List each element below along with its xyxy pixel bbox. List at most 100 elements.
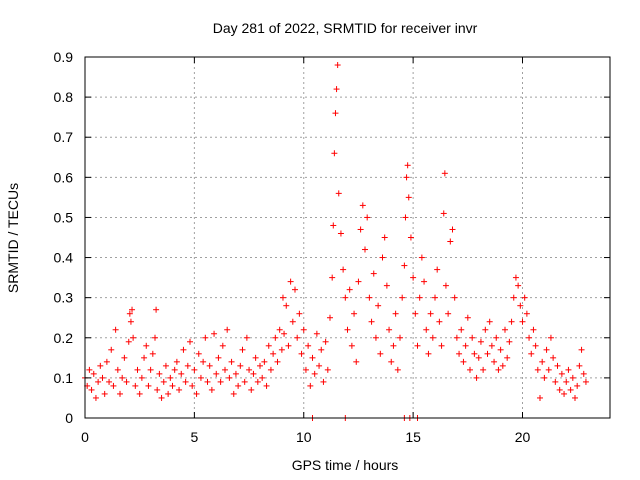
data-point (530, 326, 537, 333)
data-point (357, 226, 364, 233)
data-point (425, 350, 432, 357)
data-point (283, 302, 290, 309)
data-point (414, 342, 421, 349)
data-point (394, 366, 401, 373)
data-point (552, 378, 559, 385)
data-point (237, 362, 244, 369)
data-point (547, 334, 554, 341)
data-point (136, 390, 143, 397)
data-point (582, 378, 589, 385)
y-tick-label: 0.8 (54, 89, 74, 105)
data-point (550, 354, 557, 361)
y-axis-title: SRMTID / TECUs (5, 183, 21, 293)
data-point (456, 350, 463, 357)
data-point (141, 354, 148, 361)
data-point (332, 110, 339, 117)
data-points (82, 62, 589, 421)
data-point (219, 342, 226, 349)
y-tick-label: 0.3 (54, 290, 74, 306)
data-point (112, 326, 119, 333)
data-point (436, 318, 443, 325)
data-point (532, 342, 539, 349)
data-point (477, 338, 484, 345)
data-point (272, 334, 279, 341)
data-point (554, 362, 561, 369)
data-point (222, 366, 228, 373)
data-point (502, 326, 508, 333)
data-point (442, 282, 449, 289)
data-point (97, 362, 104, 369)
data-point (309, 354, 316, 361)
data-point (191, 366, 198, 373)
data-point (285, 342, 292, 349)
data-point (510, 294, 517, 301)
data-point (224, 326, 231, 333)
data-point (377, 350, 384, 357)
data-point (432, 294, 438, 301)
data-point (311, 370, 318, 377)
data-point (364, 214, 371, 221)
data-point (114, 366, 121, 373)
data-point (545, 366, 552, 373)
data-point (254, 378, 261, 385)
data-point (342, 294, 349, 301)
data-point (460, 358, 467, 365)
data-point (434, 266, 441, 273)
data-point (407, 234, 414, 241)
data-point (278, 346, 285, 353)
data-point (515, 282, 522, 289)
data-point (187, 338, 193, 345)
y-tick-label: 0.1 (54, 370, 74, 386)
data-point (330, 222, 337, 229)
data-point (480, 366, 487, 373)
data-point (193, 390, 200, 397)
data-point (537, 394, 543, 401)
data-point (145, 382, 152, 389)
data-point (521, 294, 528, 301)
data-point (117, 390, 123, 397)
y-axis-ticks: 0 0.1 0.2 0.3 0.4 0.5 0.6 0.7 0.8 0.9 (54, 49, 610, 426)
data-point (421, 278, 428, 285)
data-point (353, 358, 360, 365)
data-point (464, 314, 471, 321)
data-point (333, 86, 340, 93)
data-point (154, 386, 161, 393)
data-point (320, 378, 327, 385)
data-point (173, 358, 180, 365)
data-point (447, 238, 454, 245)
data-point (213, 370, 220, 377)
data-point (125, 338, 132, 345)
data-point (482, 326, 489, 333)
data-point (370, 270, 377, 277)
data-point (572, 394, 578, 401)
data-point (165, 390, 172, 397)
data-point (126, 310, 133, 317)
data-point (541, 374, 548, 381)
data-point (167, 374, 174, 381)
data-point (528, 350, 535, 357)
data-point (103, 358, 110, 365)
data-point (375, 302, 382, 309)
data-point (265, 342, 272, 349)
data-point (578, 346, 585, 353)
data-point (390, 342, 397, 349)
data-point (388, 358, 395, 365)
data-point (228, 358, 235, 365)
x-tick-label: 5 (190, 429, 198, 445)
data-point (344, 326, 351, 333)
data-point (576, 362, 583, 369)
data-point (462, 342, 469, 349)
data-point (281, 330, 288, 337)
data-point (279, 294, 286, 301)
data-point (215, 354, 222, 361)
data-point (539, 358, 546, 365)
data-point (86, 366, 93, 373)
x-tick-label: 20 (515, 429, 531, 445)
data-point (300, 326, 307, 333)
data-point (232, 370, 239, 377)
data-point (184, 362, 191, 369)
data-point (412, 310, 419, 317)
data-point (362, 246, 368, 253)
data-point (392, 310, 399, 317)
